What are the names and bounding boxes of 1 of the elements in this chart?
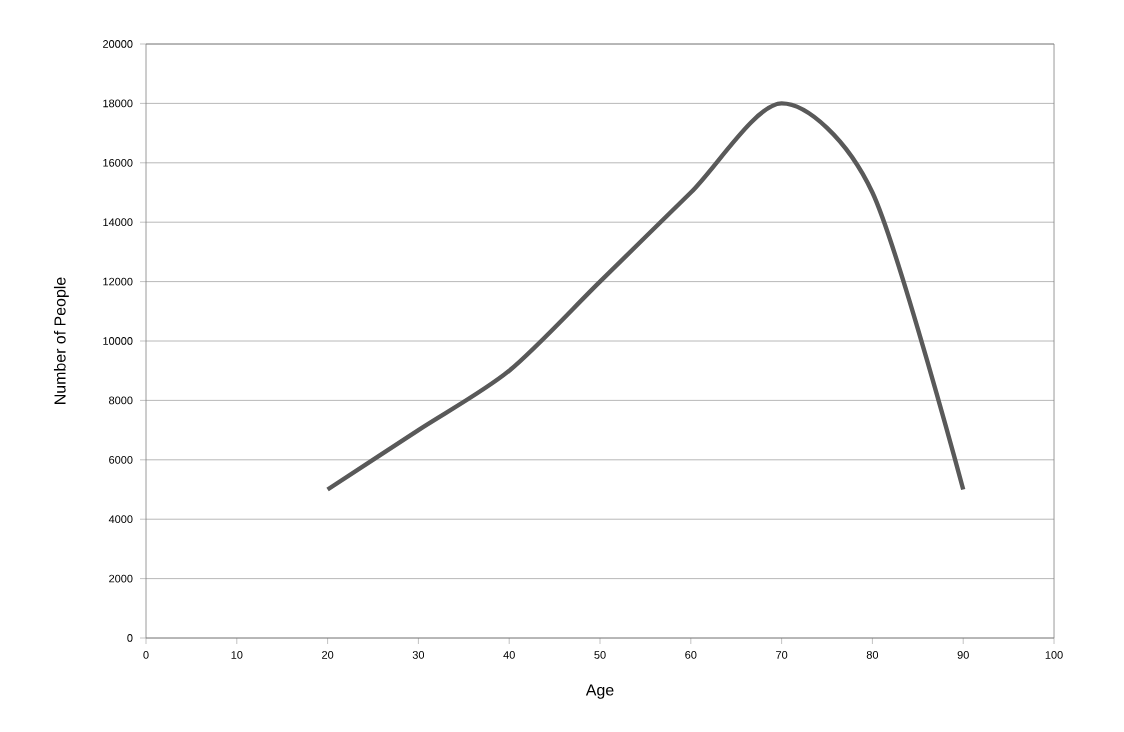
line-series [325, 101, 966, 492]
